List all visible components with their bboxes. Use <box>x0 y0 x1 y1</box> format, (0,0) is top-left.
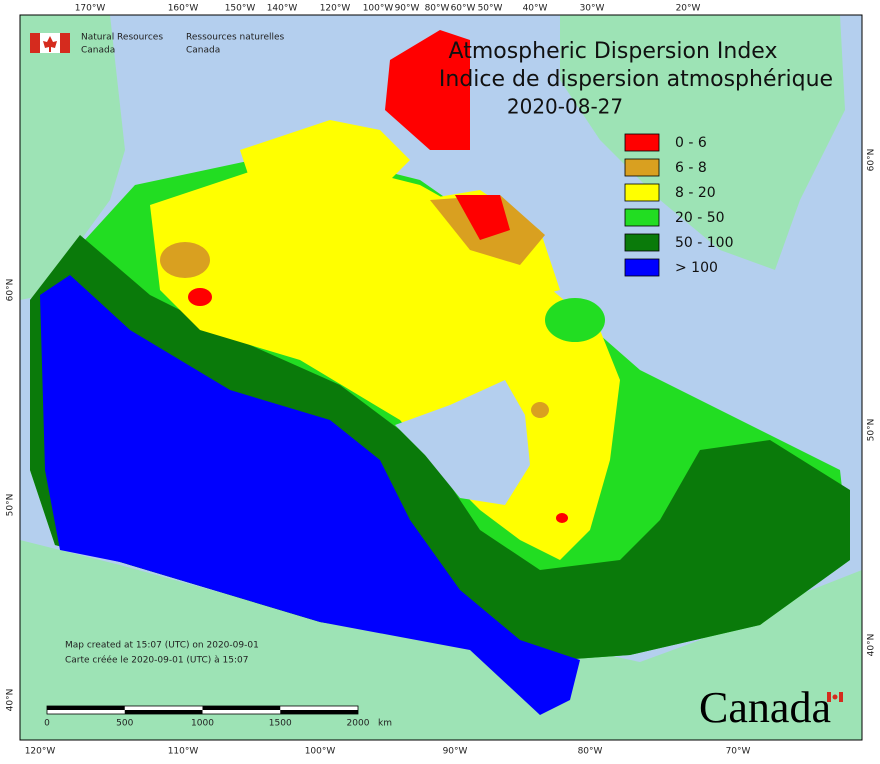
org-fr: Canada <box>186 46 220 56</box>
lon-label: 140°W <box>267 4 298 14</box>
lon-label: 100°W <box>305 747 336 757</box>
maple-leaf <box>832 694 838 700</box>
legend-label: 0 - 6 <box>675 135 707 151</box>
scale-segment <box>280 710 358 714</box>
legend-swatch <box>624 133 660 152</box>
lon-label: 80°W <box>425 4 450 14</box>
scale-label: 1500 <box>269 719 292 729</box>
scale-label: 1000 <box>191 719 214 729</box>
scale-label: 500 <box>116 719 133 729</box>
flag-bar <box>839 692 843 702</box>
hudson-bay <box>395 380 530 505</box>
scale-unit: km <box>378 719 392 729</box>
lon-label: 120°W <box>25 747 56 757</box>
lat-label: 50°N <box>6 494 16 517</box>
map-frame <box>19 14 863 741</box>
legend-swatch <box>624 258 660 277</box>
lon-label: 50°W <box>478 4 503 14</box>
scale-segment <box>124 710 203 714</box>
zone-20-50-labrador <box>545 298 605 342</box>
flag-bar <box>30 33 40 53</box>
legend-swatch <box>624 158 660 177</box>
legend-swatch <box>624 183 660 202</box>
legend-label: 6 - 8 <box>675 160 707 176</box>
flag-bar <box>60 33 70 53</box>
zone-0-6-quebec <box>556 513 568 523</box>
logo: Natural Resources Canada Ressources natu… <box>30 33 285 56</box>
legend-swatch <box>624 233 660 252</box>
lon-label: 170°W <box>75 4 106 14</box>
scale-segment <box>47 706 125 710</box>
legend-label: 50 - 100 <box>675 235 734 251</box>
lon-label: 80°W <box>578 747 603 757</box>
graticule-labels: 170°W 160°W 150°W 140°W 120°W 100°W 90°W 80°W 60… <box>6 4 877 757</box>
zone-0-6-baffin <box>455 195 510 240</box>
scale-bar: 0 500 1000 1500 2000 km <box>44 705 392 729</box>
note: Carte créée le 2020-09-01 (UTC) à 15:07 <box>65 655 248 666</box>
arctic-islands <box>240 120 410 190</box>
wordmark-flag <box>827 692 843 702</box>
lon-label: 110°W <box>168 747 199 757</box>
legend-label: 20 - 50 <box>675 210 725 226</box>
zone-0-6-ellesmere <box>385 30 470 150</box>
scale-label: 2000 <box>347 719 370 729</box>
lon-label: 90°W <box>443 747 468 757</box>
lat-label: 40°N <box>867 634 877 657</box>
title-fr: Indice de dispersion atmosphérique <box>439 67 833 92</box>
org-fr: Ressources naturelles <box>186 33 285 43</box>
lon-label: 100°W <box>363 4 394 14</box>
org-en: Natural Resources <box>81 33 163 43</box>
lon-label: 60°W <box>451 4 476 14</box>
lon-label: 90°W <box>395 4 420 14</box>
map-area <box>19 14 863 741</box>
alaska <box>20 15 125 300</box>
lon-label: 160°W <box>168 4 199 14</box>
scale-label: 0 <box>44 719 50 729</box>
title-en: Atmospheric Dispersion Index <box>449 39 778 64</box>
note: Map created at 15:07 (UTC) on 2020-09-01 <box>65 641 259 651</box>
org-en: Canada <box>81 46 115 56</box>
scale-segment <box>202 706 281 710</box>
lat-label: 40°N <box>6 689 16 712</box>
lat-label: 60°N <box>6 279 16 302</box>
zone-0-6-yukon <box>188 288 212 306</box>
legend: 0 - 6 6 - 8 8 - 20 20 - 50 50 - 100 > 100 <box>624 133 734 277</box>
lat-label: 60°N <box>867 149 877 172</box>
lon-label: 40°W <box>523 4 548 14</box>
greenland <box>560 15 845 270</box>
maple-leaf <box>43 36 57 52</box>
title-date: 2020-08-27 <box>507 95 623 119</box>
zone-over-100 <box>40 275 580 715</box>
wordmark: Canada <box>699 683 831 732</box>
lon-label: 30°W <box>580 4 605 14</box>
lat-label: 50°N <box>867 419 877 442</box>
zone-6-8-yukon <box>160 242 210 278</box>
lon-label: 150°W <box>225 4 256 14</box>
zone-6-8-quebec <box>531 402 549 418</box>
lon-label: 120°W <box>320 4 351 14</box>
flag-bar <box>827 692 831 702</box>
lon-label: 70°W <box>726 747 751 757</box>
lon-label: 20°W <box>676 4 701 14</box>
legend-label: > 100 <box>675 260 718 276</box>
legend-swatch <box>624 208 660 227</box>
legend-label: 8 - 20 <box>675 185 716 201</box>
